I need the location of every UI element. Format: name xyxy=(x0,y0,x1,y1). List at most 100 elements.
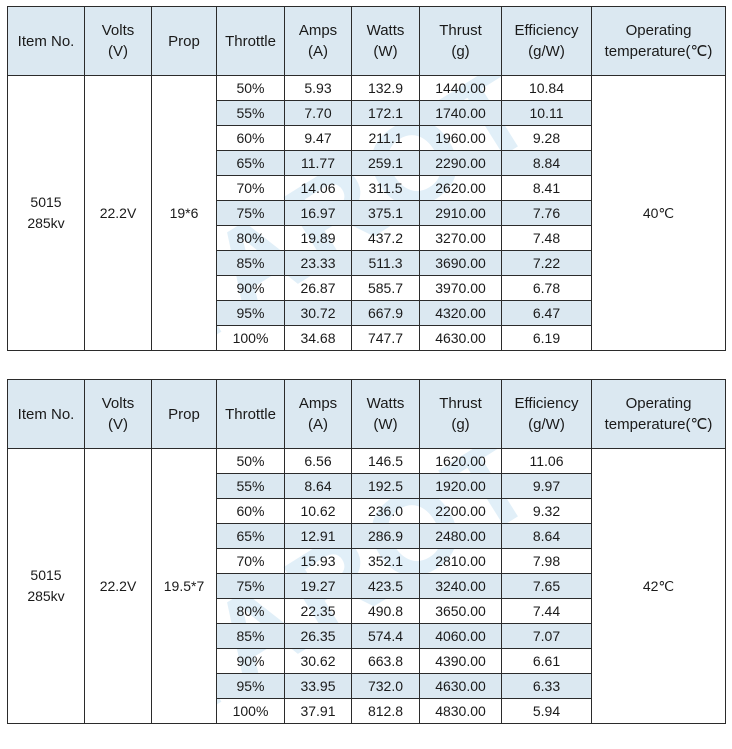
efficiency-cell: 9.97 xyxy=(501,473,592,499)
watts-cell: 352.1 xyxy=(351,548,420,574)
header-text: Throttle xyxy=(225,405,276,423)
amps-cell: 7.70 xyxy=(284,100,352,126)
table-row: 95% 30.72 667.9 4320.00 6.47 xyxy=(8,300,726,326)
thrust-cell: 3270.00 xyxy=(419,225,502,251)
throttle-cell: 65% xyxy=(216,523,285,549)
throttle-cell: 70% xyxy=(216,175,285,201)
watts-cell: 437.2 xyxy=(351,225,420,251)
efficiency-cell: 7.22 xyxy=(501,250,592,276)
thrust-cell: 2200.00 xyxy=(419,498,502,524)
table-row: 70% 14.06 311.5 2620.00 8.41 xyxy=(8,175,726,201)
throttle-cell: 60% xyxy=(216,498,285,524)
thrust-cell: 1620.00 xyxy=(419,448,502,474)
header-efficiency: Efficiency (g/W) xyxy=(501,379,592,449)
throttle-cell: 100% xyxy=(216,325,285,351)
amps-cell: 12.91 xyxy=(284,523,352,549)
header-text: (A) xyxy=(308,43,328,60)
table-row: 90% 30.62 663.8 4390.00 6.61 xyxy=(8,648,726,674)
watts-cell: 667.9 xyxy=(351,300,420,326)
operating-temperature-cell: 40℃ xyxy=(591,75,726,351)
thrust-cell: 2480.00 xyxy=(419,523,502,549)
watts-cell: 585.7 xyxy=(351,275,420,301)
watts-cell: 259.1 xyxy=(351,150,420,176)
header-row: Item No. Volts (V) Prop Throttle Amps (A) Watts… xyxy=(7,379,726,449)
amps-cell: 6.56 xyxy=(284,448,352,474)
volts-cell: 22.2V xyxy=(84,75,152,351)
prop-cell: 19*6 xyxy=(151,75,217,351)
throttle-cell: 85% xyxy=(216,623,285,649)
operating-temperature-cell: 42℃ xyxy=(591,448,726,724)
thrust-cell: 4630.00 xyxy=(419,325,502,351)
volts-cell: 22.2V xyxy=(84,448,152,724)
watts-cell: 311.5 xyxy=(351,175,420,201)
watts-cell: 286.9 xyxy=(351,523,420,549)
efficiency-cell: 7.44 xyxy=(501,598,592,624)
header-text: Watts xyxy=(366,395,405,412)
thrust-cell: 3240.00 xyxy=(419,573,502,599)
header-volts: Volts (V) xyxy=(84,379,152,449)
amps-cell: 5.93 xyxy=(284,75,352,101)
header-text: Item No. xyxy=(17,405,75,423)
header-watts: Watts (W) xyxy=(351,379,420,449)
table-row: 5015 285kv 22.2V 19*6 50% 5.93 132.9 1440.00 10.… xyxy=(7,75,726,351)
table-row: 90% 26.87 585.7 3970.00 6.78 xyxy=(8,275,726,301)
amps-cell: 30.62 xyxy=(284,648,352,674)
efficiency-cell: 7.76 xyxy=(501,200,592,226)
throttle-cell: 95% xyxy=(216,300,285,326)
amps-cell: 11.77 xyxy=(284,150,352,176)
header-text: (g/W) xyxy=(528,416,565,433)
header-text: Item No. xyxy=(17,32,75,50)
amps-cell: 9.47 xyxy=(284,125,352,151)
amps-cell: 22.35 xyxy=(284,598,352,624)
table-row: 55% 7.70 172.1 1740.00 10.11 xyxy=(8,100,726,126)
table-row: 80% 19.89 437.2 3270.00 7.48 xyxy=(8,225,726,251)
header-text: Operating xyxy=(625,395,692,412)
efficiency-cell: 11.06 xyxy=(501,448,592,474)
efficiency-cell: 6.78 xyxy=(501,275,592,301)
efficiency-cell: 10.84 xyxy=(501,75,592,101)
amps-cell: 19.27 xyxy=(284,573,352,599)
item-no-text: 285kv xyxy=(27,215,65,231)
thrust-cell: 2290.00 xyxy=(419,150,502,176)
efficiency-cell: 7.07 xyxy=(501,623,592,649)
efficiency-cell: 7.48 xyxy=(501,225,592,251)
header-text: (g) xyxy=(451,43,470,60)
watts-cell: 490.8 xyxy=(351,598,420,624)
watts-cell: 812.8 xyxy=(351,698,420,724)
amps-cell: 30.72 xyxy=(284,300,352,326)
watts-cell: 732.0 xyxy=(351,673,420,699)
throttle-cell: 80% xyxy=(216,225,285,251)
table-row: 75% 19.27 423.5 3240.00 7.65 xyxy=(8,573,726,599)
amps-cell: 23.33 xyxy=(284,250,352,276)
header-item-no: Item No. xyxy=(7,379,85,449)
table-row: 5015 285kv 22.2V 19.5*7 50% 6.56 146.5 1620.00 1… xyxy=(7,448,726,724)
header-operating-temperature: Operating temperature(℃) xyxy=(591,379,726,449)
amps-cell: 26.87 xyxy=(284,275,352,301)
header-text: (W) xyxy=(373,43,398,60)
header-text: Volts xyxy=(101,22,135,39)
table-row: 60% 10.62 236.0 2200.00 9.32 xyxy=(8,498,726,524)
throttle-cell: 90% xyxy=(216,648,285,674)
header-prop: Prop xyxy=(151,379,217,449)
thrust-cell: 4390.00 xyxy=(419,648,502,674)
watts-cell: 146.5 xyxy=(351,448,420,474)
table-row: 100% 37.91 812.8 4830.00 5.94 xyxy=(8,698,726,724)
header-text: (g) xyxy=(451,416,470,433)
thrust-cell: 3970.00 xyxy=(419,275,502,301)
header-text: Prop xyxy=(168,405,200,423)
thrust-cell: 4830.00 xyxy=(419,698,502,724)
efficiency-cell: 6.19 xyxy=(501,325,592,351)
prop-cell: 19.5*7 xyxy=(151,448,217,724)
throttle-cell: 50% xyxy=(216,75,285,101)
motor-test-table-1: Item No. Volts (V) Prop Throttle Amps (A) Watts… xyxy=(7,6,726,351)
item-no-cell: 5015 285kv xyxy=(7,448,85,724)
header-text: (A) xyxy=(308,416,328,433)
header-text: Efficiency xyxy=(514,22,579,39)
header-amps: Amps (A) xyxy=(284,6,352,76)
item-no-cell: 5015 285kv xyxy=(7,75,85,351)
header-prop: Prop xyxy=(151,6,217,76)
header-text: Thrust xyxy=(439,22,482,39)
header-text: (W) xyxy=(373,416,398,433)
thrust-cell: 1960.00 xyxy=(419,125,502,151)
throttle-cell: 65% xyxy=(216,150,285,176)
